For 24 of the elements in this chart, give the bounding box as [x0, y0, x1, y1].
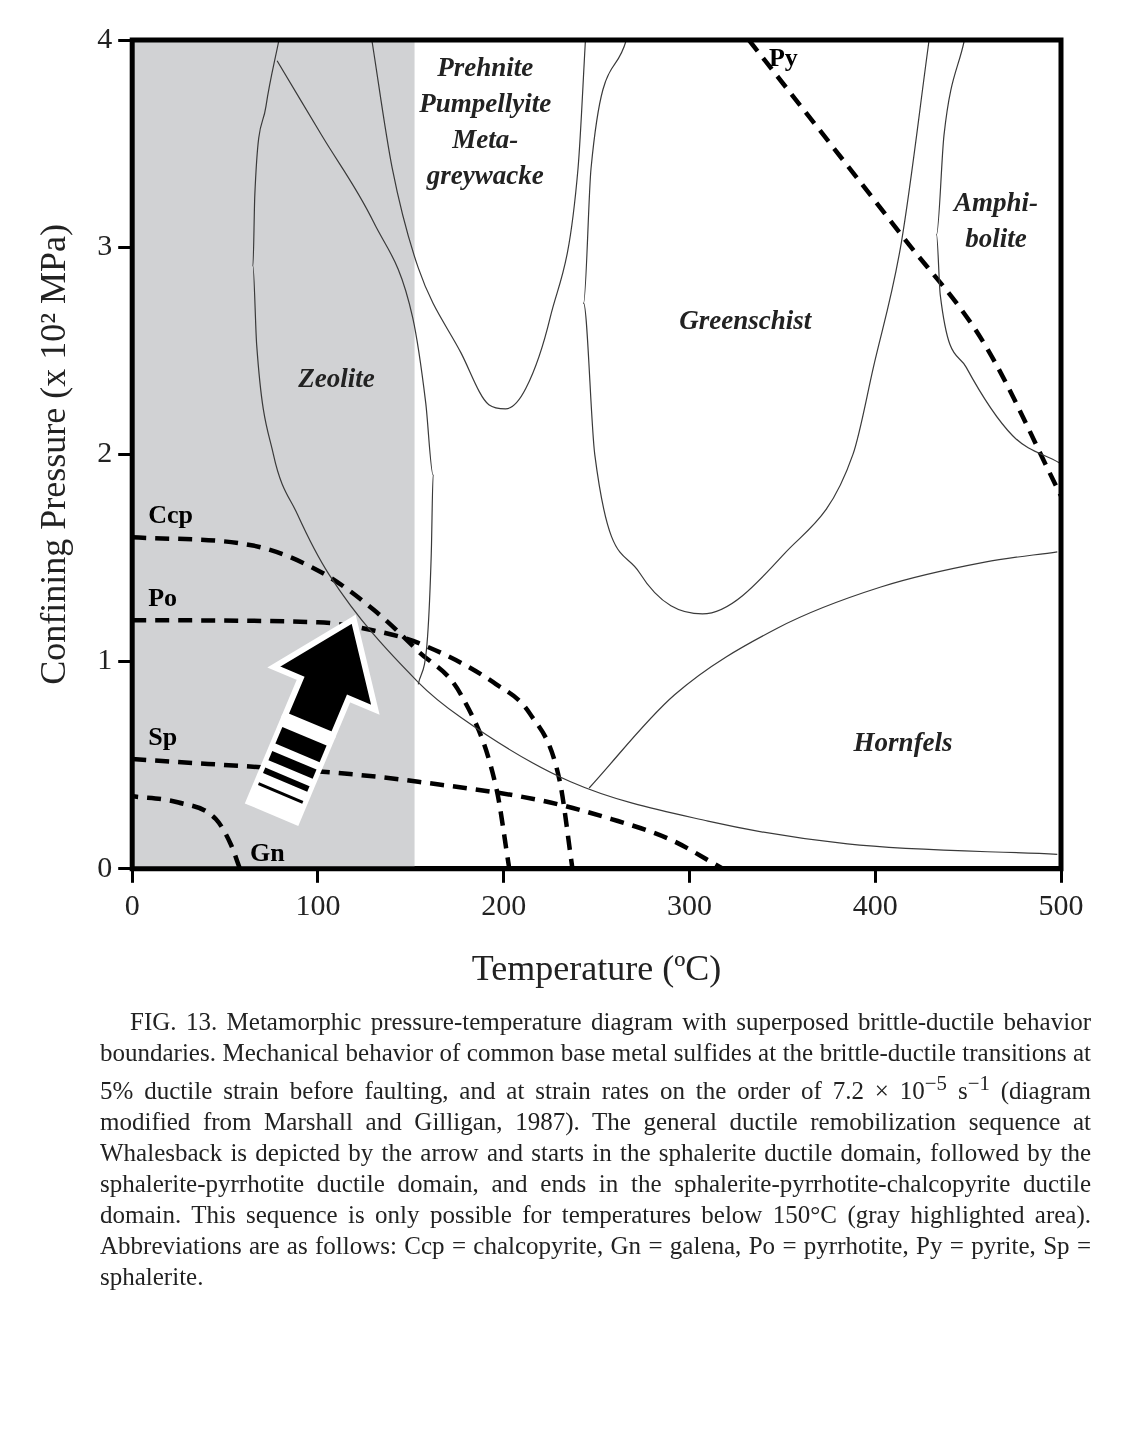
series-label: Po: [148, 582, 178, 612]
annotation: Hornfels: [852, 727, 953, 758]
series-label: Py: [768, 42, 798, 72]
x-tick-label: 200: [481, 887, 527, 921]
x-tick-label: 300: [666, 887, 712, 921]
x-tick-label: 500: [1038, 887, 1084, 921]
y-tick-label: 4: [97, 20, 113, 54]
text: FIG. 13. Metamorphic pressure-temperature diagram with superposed brittle-ductile behavior boundaries. Mechanical behavior of common base metal sulfides at the brittle-ductile transitions at 5% ductile strain before faulting, and at strain rates on the order of 7.2 × 10$^{−5}$ s$^{−1}$ (diagram modified from Marshall and Gilligan, 1987). The general ductile remobilization sequence at Whalesback is depicted by the arrow and starts in the sphalerite ductile domain, followed by the sphalerite-pyrrhotite ductile domain, and ends in the sphalerite-pyrrhotite-chalcopyrite ductile domain. This sequence is only possible for temperatures below 150°C (gray highlighted area). Abbreviations are as follows: Ccp = chalcopyrite, Gn = galena, Po = pyrrhotite, Py = pyrite, Sp = sphalerite.: [100, 1008, 1091, 1291]
y-tick-label: 1: [97, 642, 113, 676]
annotation: Prehnite Pumpellyite Meta- greywacke: [418, 51, 552, 190]
annotation: Zeolite: [297, 362, 375, 393]
series-label: Ccp: [148, 500, 193, 529]
series-label: Sp: [148, 721, 178, 751]
y-axis-title: Confining Pressure (x 10² MPa): [33, 224, 74, 685]
series-label: Gn: [249, 837, 286, 867]
annotation: Greenschist: [679, 304, 813, 335]
x-tick-label: 0: [124, 887, 140, 921]
y-tick-label: 0: [97, 849, 113, 883]
x-tick-label: 400: [852, 887, 898, 921]
x-axis-title: Temperature (ºC): [471, 947, 722, 988]
y-tick-label: 2: [97, 435, 113, 469]
x-tick-label: 100: [295, 887, 341, 921]
y-tick-label: 3: [97, 228, 113, 262]
annotation: Amphi- bolite: [951, 187, 1038, 254]
